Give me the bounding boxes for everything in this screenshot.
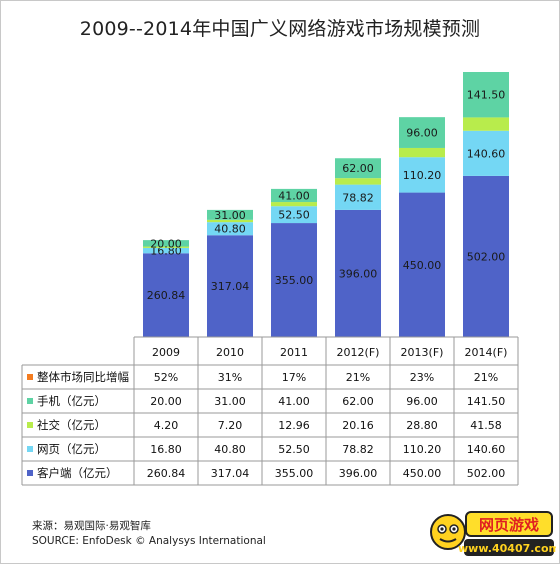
table-cell: 23%	[410, 371, 434, 384]
table-cell: 31.00	[214, 395, 246, 408]
bar-data-label: 317.04	[211, 280, 250, 293]
bar-segment	[143, 240, 189, 247]
table-cell: 52.50	[278, 443, 310, 456]
x-tick-label: 2013(F)	[401, 346, 444, 359]
bar-segment	[335, 178, 381, 185]
table-cell: 28.80	[406, 419, 438, 432]
x-tick-label: 2009	[152, 346, 180, 359]
x-tick-label: 2012(F)	[337, 346, 380, 359]
bar-segment	[271, 206, 317, 224]
table-cell: 62.00	[342, 395, 374, 408]
bar-data-label: 52.50	[278, 209, 310, 222]
source-en: SOURCE: EnfoDesk © Analysys Internationa…	[32, 535, 266, 547]
bar-segment	[207, 209, 253, 220]
row-label: 社交（亿元）	[37, 418, 106, 432]
table-cell: 141.50	[467, 395, 506, 408]
bar-data-label: 110.20	[403, 169, 442, 182]
table-cell: 41.00	[278, 395, 310, 408]
bar-segment	[399, 147, 445, 158]
row-label: 手机（亿元）	[37, 394, 106, 408]
bar-data-label: 62.00	[342, 162, 374, 175]
table-cell: 355.00	[275, 467, 314, 480]
chart-title: 2009--2014年中国广义网络游戏市场规模预测	[79, 18, 481, 40]
bar-data-label: 502.00	[467, 250, 506, 263]
bar-segment	[207, 235, 253, 337]
table-cell: 140.60	[467, 443, 506, 456]
table-cell: 21%	[474, 371, 498, 384]
bar-data-label: 355.00	[275, 274, 314, 287]
bar-segment	[207, 222, 253, 236]
svg-text:网页游戏: 网页游戏	[479, 516, 539, 534]
bar-data-label: 20.00	[150, 237, 182, 250]
bar-segment	[463, 130, 509, 176]
svg-text:www.40407.com: www.40407.com	[458, 542, 556, 555]
legend-swatch	[27, 374, 33, 380]
bar-data-label: 260.84	[147, 289, 186, 302]
bar-data-label: 140.60	[467, 147, 506, 160]
table-cell: 52%	[154, 371, 178, 384]
row-label: 网页（亿元）	[37, 442, 106, 456]
table-cell: 31%	[218, 371, 242, 384]
bar-segment	[143, 246, 189, 248]
bar-segment	[271, 223, 317, 337]
bar-segment	[335, 209, 381, 337]
bar-data-label: 78.82	[342, 191, 374, 204]
table-cell: 40.80	[214, 443, 246, 456]
bar-data-label: 40.80	[214, 223, 246, 236]
bar-segment	[207, 219, 253, 223]
bar-segment	[463, 117, 509, 131]
table-cell: 20.00	[150, 395, 182, 408]
bar-segment	[335, 184, 381, 210]
table-cell: 78.82	[342, 443, 374, 456]
table-cell: 41.58	[470, 419, 502, 432]
x-tick-label: 2014(F)	[465, 346, 508, 359]
bar-data-label: 450.00	[403, 259, 442, 272]
bar-segment	[399, 157, 445, 193]
legend-swatch	[27, 422, 33, 428]
table-cell: 502.00	[467, 467, 506, 480]
table-cell: 317.04	[211, 467, 250, 480]
table-cell: 20.16	[342, 419, 374, 432]
x-tick-label: 2011	[280, 346, 308, 359]
bar-data-label: 41.00	[278, 189, 310, 202]
bar-segment	[271, 188, 317, 203]
bar-data-label: 96.00	[406, 127, 438, 140]
legend-swatch	[27, 470, 33, 476]
bar-segment	[143, 253, 189, 337]
table-cell: 110.20	[403, 443, 442, 456]
bar-segment	[463, 72, 509, 118]
bar-segment	[271, 202, 317, 207]
bar-segment	[399, 192, 445, 337]
site-logo: 网页游戏 www.40407.com	[426, 508, 560, 560]
x-tick-label: 2010	[216, 346, 244, 359]
bar-data-label: 396.00	[339, 267, 378, 280]
table-cell: 450.00	[403, 467, 442, 480]
bar-segment	[143, 247, 189, 254]
table-cell: 260.84	[147, 467, 186, 480]
bar-segment	[463, 175, 509, 337]
table-cell: 396.00	[339, 467, 378, 480]
bar-segment	[335, 158, 381, 179]
legend-swatch	[27, 398, 33, 404]
legend-swatch	[27, 446, 33, 452]
source-cn: 来源：易观国际·易观智库	[32, 520, 151, 532]
bar-data-label: 31.00	[214, 209, 246, 222]
table-cell: 17%	[282, 371, 306, 384]
table-cell: 4.20	[154, 419, 179, 432]
table-cell: 16.80	[150, 443, 182, 456]
bar-segment	[399, 117, 445, 148]
table-cell: 12.96	[278, 419, 310, 432]
bar-data-label: 141.50	[467, 89, 506, 102]
row-label: 整体市场同比增幅	[37, 370, 129, 384]
row-label: 客户端（亿元）	[37, 466, 118, 480]
table-cell: 96.00	[406, 395, 438, 408]
table-cell: 21%	[346, 371, 370, 384]
table-cell: 7.20	[218, 419, 243, 432]
